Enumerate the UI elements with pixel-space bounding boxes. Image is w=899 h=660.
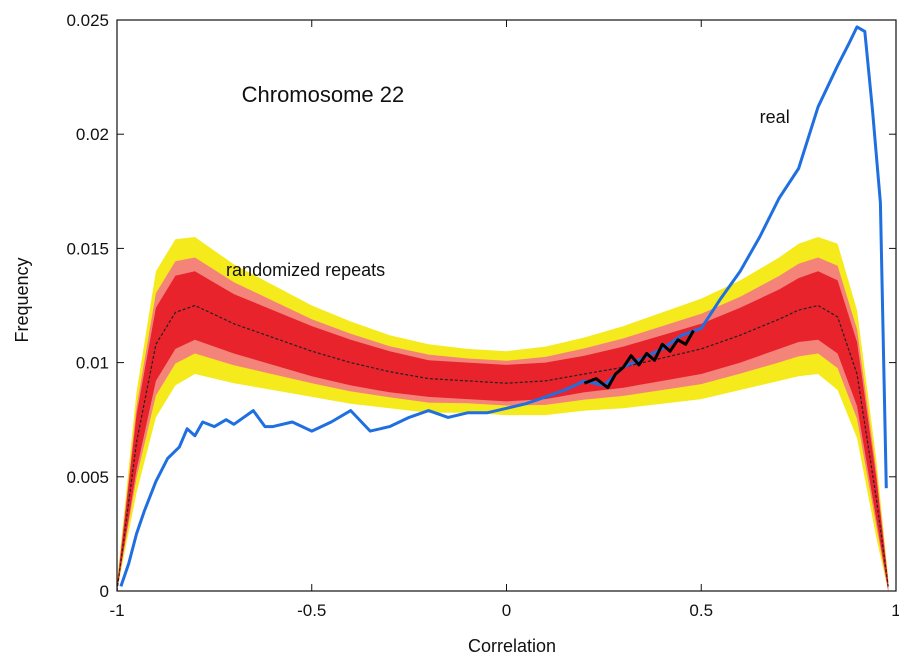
x-tick-label: -1 [109,601,124,620]
x-tick-label: -0.5 [297,601,326,620]
randomized-bands [117,237,889,591]
y-axis-label: Frequency [12,257,32,342]
x-tick-label: 0 [502,601,511,620]
series-line-overlap [583,329,695,390]
series-line-real [119,25,888,587]
y-tick-label: 0.01 [76,354,109,373]
x-tick-label: 0.5 [689,601,713,620]
annotation-randomized: randomized repeats [226,260,385,280]
band-inner [117,271,889,591]
series-lines [116,25,889,592]
y-tick-label: 0.015 [66,239,109,258]
series-line-randomized [116,304,889,592]
x-axis-label: Correlation [468,636,556,656]
y-tick-label: 0.005 [66,468,109,487]
y-tick-label: 0.02 [76,125,109,144]
y-tick-label: 0 [100,582,109,601]
annotation-chromosome: Chromosome 22 [242,82,405,107]
annotation-real: real [760,107,790,127]
axis-ticks: -1 -0.5 0 0.5 1 0 0.005 0.01 0.015 0.02 0.025 [66,11,899,620]
y-tick-label: 0.025 [66,11,109,30]
x-tick-label: 1 [891,601,899,620]
